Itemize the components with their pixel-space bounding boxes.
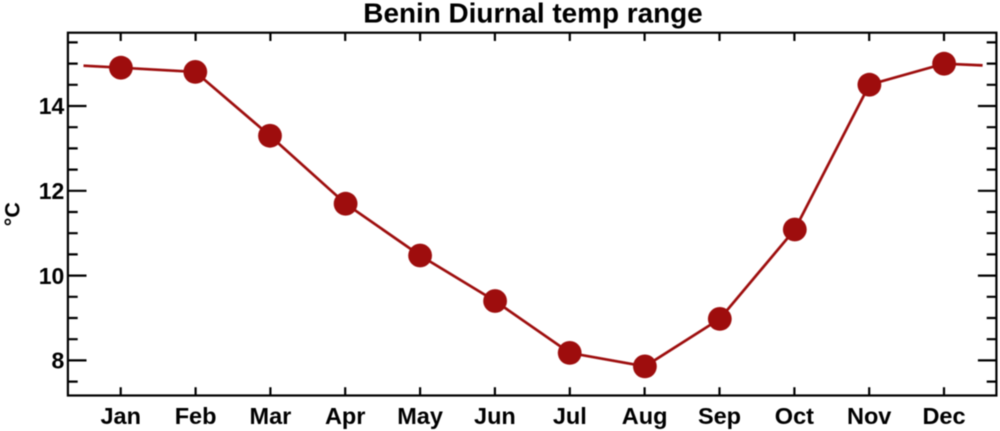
svg-text:12: 12	[39, 178, 65, 204]
svg-text:Mar: Mar	[250, 403, 292, 429]
svg-text:Jun: Jun	[474, 403, 516, 429]
svg-text:Feb: Feb	[175, 403, 217, 429]
svg-text:14: 14	[39, 93, 65, 119]
svg-text:Benin Diurnal temp range: Benin Diurnal temp range	[363, 0, 702, 29]
svg-text:Oct: Oct	[775, 403, 814, 429]
svg-text:Dec: Dec	[922, 403, 965, 429]
svg-text:May: May	[397, 403, 443, 429]
svg-text:°C: °C	[1, 202, 25, 226]
svg-text:Apr: Apr	[325, 403, 365, 429]
svg-text:Nov: Nov	[847, 403, 891, 429]
svg-text:10: 10	[39, 263, 65, 289]
svg-text:Jan: Jan	[100, 403, 141, 429]
svg-text:Sep: Sep	[698, 403, 741, 429]
svg-text:8: 8	[52, 348, 65, 374]
svg-text:Aug: Aug	[622, 403, 668, 429]
svg-text:Jul: Jul	[553, 403, 587, 429]
